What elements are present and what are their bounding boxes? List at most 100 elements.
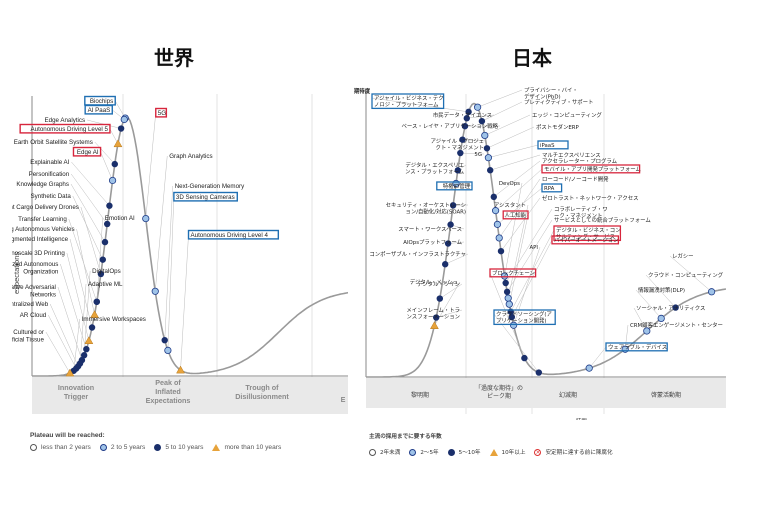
point-label: ウェアラブル・デバイス (608, 343, 667, 351)
circle-marker (161, 336, 168, 344)
triangle-icon (489, 448, 498, 456)
leader-line (83, 270, 91, 356)
phase-label-innovation-trigger: Innovation Trigger (58, 383, 94, 401)
label-line: 5G (474, 152, 482, 158)
label-line: ョン/自動化/対応(SOAR) (405, 208, 466, 216)
leader-line (145, 112, 157, 219)
label-line: ウェアラブル・デバイス (608, 343, 667, 351)
leader-line (80, 206, 102, 275)
label-line: アシスタント (494, 201, 526, 209)
circle-marker (478, 117, 486, 125)
label-line: ソーシャル・アナリティクス (636, 305, 705, 312)
world-heading: 世界 (154, 46, 194, 70)
legend-item: × 安定期に達する前に陳腐化 (534, 448, 613, 456)
circle-marker (461, 122, 469, 130)
label-line: Immersive Workspaces (82, 316, 146, 323)
circle-marker (457, 149, 464, 157)
label-line: クラウドソーシング(ア (496, 310, 552, 318)
phase-band (32, 377, 348, 414)
leader-line (488, 144, 539, 158)
legend-item: 5〜10年 (447, 448, 481, 456)
point-label: Emotion AI (105, 215, 135, 222)
highlight-box (502, 210, 529, 220)
leader-line (48, 314, 77, 369)
point-label: 5G (158, 110, 166, 117)
leader-line (66, 252, 90, 341)
label-line: DigitalOps (92, 268, 121, 275)
circle-marker (707, 288, 716, 296)
leader-line (635, 289, 662, 319)
circle-marker (436, 295, 443, 302)
leader-line (484, 114, 531, 136)
point-label: ベース・レイヤ・アプリケーション戦略 (402, 122, 499, 130)
label-line: Augmented Intelligence (12, 236, 69, 243)
leader-line (371, 97, 469, 113)
phase-label-e: E (341, 395, 346, 404)
point-label: Autonomous Driving Level 4 (191, 232, 269, 239)
highlight-box (541, 164, 641, 174)
point-label: DigitalOps (92, 268, 121, 275)
leader-lines (45, 100, 189, 374)
highlight-box (19, 123, 111, 134)
leader-line (490, 154, 541, 171)
leader-line (510, 229, 555, 312)
point-label: クラウドソーシング(アプリケーション開発) (496, 310, 552, 325)
circle-marker (490, 193, 497, 201)
legend-label: 5 to 10 years (165, 444, 204, 451)
point-label: ポストモダンERP (536, 123, 579, 131)
legend-label: less than 2 years (41, 444, 91, 451)
point-label: Edge AI (77, 149, 99, 156)
point-label: アシスタント (494, 201, 526, 209)
label-line: Adaptive ML (88, 281, 123, 288)
circle-marker (70, 367, 77, 374)
point-label: Flying Autonomous Vehicles (12, 226, 75, 233)
circle-marker (495, 234, 503, 242)
circle-marker (80, 352, 88, 359)
label-line: Biochips (90, 98, 113, 105)
leader-line (439, 283, 463, 299)
legend-label: 安定期に達する前に陳腐化 (545, 450, 613, 456)
triangle-icon (212, 444, 221, 451)
circle-marker (449, 202, 457, 209)
x-axis-label: 時間 (576, 418, 587, 420)
legend-item-gt10: more than 10 years (212, 444, 281, 451)
circle-marker (463, 115, 470, 122)
point-label: エッジ・コンピューティング (532, 111, 602, 119)
point-label: Nanoscale 3D Printing (12, 250, 65, 257)
circle-marker (643, 327, 651, 335)
world-legend-title: Plateau will be reached: (30, 432, 105, 439)
label-line: Edge AI (77, 149, 99, 156)
leader-line (466, 114, 495, 119)
leader-line (500, 197, 541, 252)
highlight-box (537, 140, 569, 150)
phase-label: 「過度な期待」のピーク期 (475, 384, 523, 400)
label-line: 人工知能 (504, 211, 526, 219)
circle-marker (505, 300, 513, 308)
highlight-box (551, 235, 620, 245)
circle-marker (657, 314, 665, 323)
japan-heading: 日本 (512, 46, 552, 70)
highlight-box (371, 93, 445, 110)
leader-line (49, 303, 79, 367)
label-line: Autonomous Driving Level 4 (191, 232, 269, 239)
label-line: Knowledge Graphs (16, 181, 69, 188)
point-label: RPA (544, 186, 555, 192)
point-label: 5G (474, 152, 482, 158)
phase-label-trough: Trough of Disillusionment (235, 383, 289, 401)
point-label: Biotech — Cultured orArtificial Tissue (12, 329, 44, 343)
point-label: デジタル・エクスペリエンス・プラットフォーム (405, 161, 465, 176)
triangle-marker (176, 365, 185, 374)
circle-marker (459, 136, 466, 143)
label-line: Edge Analytics (45, 117, 86, 124)
label-line: 特権ID管理 (443, 182, 471, 190)
label-line: Flying Autonomous Vehicles (12, 226, 75, 233)
highlight-box (187, 229, 280, 240)
point-label: Autonomous Driving Level 5 (31, 126, 109, 133)
point-label: Light Cargo Delivery Drones (12, 204, 79, 211)
leader-line (94, 141, 115, 165)
leader-line (180, 234, 189, 371)
leader-line (445, 253, 469, 265)
